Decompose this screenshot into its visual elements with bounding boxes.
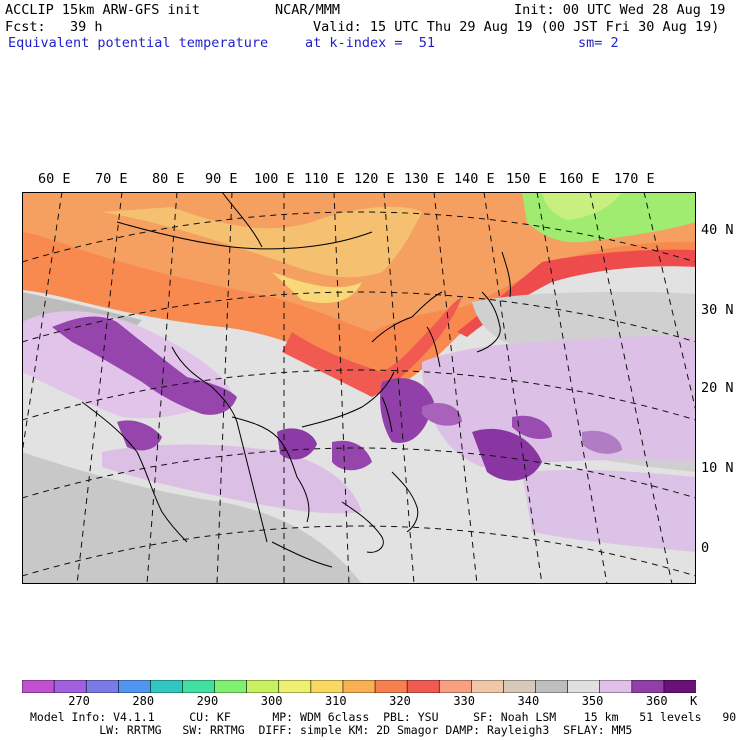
colorbar-tick-label: 280 (132, 694, 155, 708)
graticule (22, 192, 696, 584)
meridian (536, 192, 608, 584)
colorbar-swatch (535, 680, 569, 693)
colorbar-swatch (342, 680, 376, 693)
lon-label: 150 E (506, 171, 547, 187)
pacific-convection-2 (512, 415, 552, 439)
colorbar-swatch (374, 680, 408, 693)
colorbar-swatch (631, 680, 665, 693)
init-time: Init: 00 UTC Wed 28 Aug 19 (514, 2, 726, 18)
parallel-30n (22, 291, 696, 343)
colorbar-tick-label: 310 (324, 694, 347, 708)
colorbar-swatch (246, 680, 280, 693)
lon-label: 110 E (304, 171, 345, 187)
lat-label: 40 N (701, 222, 734, 238)
lon-label: 120 E (354, 171, 395, 187)
lon-label: 160 E (559, 171, 600, 187)
colorbar-swatch (150, 680, 184, 693)
colorbar-swatch (85, 680, 120, 693)
meridian (643, 192, 696, 414)
colorbar-swatch (117, 680, 152, 693)
model-title: ACCLIP 15km ARW-GFS init (5, 2, 201, 18)
lavender-region-3 (102, 444, 362, 514)
lat-label: 30 N (701, 302, 734, 318)
parallel-20n (22, 369, 696, 421)
parallel-10n (22, 447, 696, 499)
lon-label: 80 E (152, 171, 185, 187)
lavender-region (422, 336, 696, 467)
meridian (483, 192, 543, 584)
lat-label: 0 (701, 540, 710, 556)
colorbar (22, 680, 696, 693)
colorbar-tick-label: 320 (389, 694, 411, 708)
colorbar-tick-label: 330 (453, 694, 476, 708)
colorbar-tick-label: 270 (68, 694, 90, 708)
model-info: Model Info: V4.1.1 CU: KF MP: WDM 6class… (30, 710, 740, 724)
level-label: at k-index = 51 (305, 35, 436, 51)
lon-label: 70 E (95, 171, 128, 187)
colorbar-tick-label: 350 (581, 694, 604, 708)
parallel-0 (22, 525, 696, 577)
colorbar-swatch (567, 680, 601, 693)
colorbar-swatch (182, 680, 216, 693)
parallel-40n (22, 211, 696, 263)
colorbar-swatch (53, 680, 87, 693)
colorbar-unit: K (690, 694, 698, 708)
colorbar-swatch (22, 680, 55, 693)
pacific-convection-4 (582, 430, 622, 454)
meridian (589, 192, 673, 584)
map-frame (22, 192, 696, 584)
china-red (282, 297, 462, 397)
meridian (22, 192, 63, 457)
colorbar-tick-label: 340 (517, 694, 540, 708)
colorbar-swatch (310, 680, 344, 693)
colorbar-swatch (599, 680, 633, 693)
pacific-convection-3 (422, 402, 462, 426)
colorbar-swatch (663, 680, 696, 693)
lon-label: 130 E (404, 171, 445, 187)
lat-label: 20 N (701, 380, 734, 396)
lavender-region-4 (522, 469, 696, 552)
colorbar-tick-label: 360 (645, 694, 668, 708)
lon-label: 90 E (205, 171, 238, 187)
smoothing-label: sm= 2 (578, 35, 619, 51)
yellow-region (102, 206, 422, 278)
valid-time: Valid: 15 UTC Thu 29 Aug 19 (00 JST Fri … (313, 19, 720, 35)
center-label: NCAR/MMM (275, 2, 341, 18)
forecast-hour: Fcst: 39 h (5, 19, 103, 35)
colorbar-tick-label: 290 (196, 694, 219, 708)
lat-label: 10 N (701, 460, 734, 476)
colorbar-swatch (471, 680, 505, 693)
lon-label: 170 E (614, 171, 655, 187)
colorbar-swatch (278, 680, 312, 693)
yellow-region-2 (272, 272, 362, 303)
india-convection (52, 316, 237, 415)
lon-label: 140 E (454, 171, 495, 187)
gray-region-4 (22, 452, 362, 584)
front-red (457, 249, 696, 337)
green-region-2 (542, 192, 622, 220)
field-name: Equivalent potential temperature (8, 35, 269, 51)
colorbar-swatch (406, 680, 441, 693)
lon-label: 60 E (38, 171, 71, 187)
colorbar-swatch (438, 680, 473, 693)
lon-label: 100 E (254, 171, 295, 187)
colorbar-swatch (214, 680, 248, 693)
colorbar-swatch (503, 680, 537, 693)
india-convection-2 (117, 420, 162, 451)
theta-e-map (22, 192, 696, 584)
colorbar-tick-label: 300 (260, 694, 283, 708)
taiwan-convection (380, 378, 434, 443)
model-physics: LW: RRTMG SW: RRTMG DIFF: simple KM: 2D … (30, 723, 633, 737)
